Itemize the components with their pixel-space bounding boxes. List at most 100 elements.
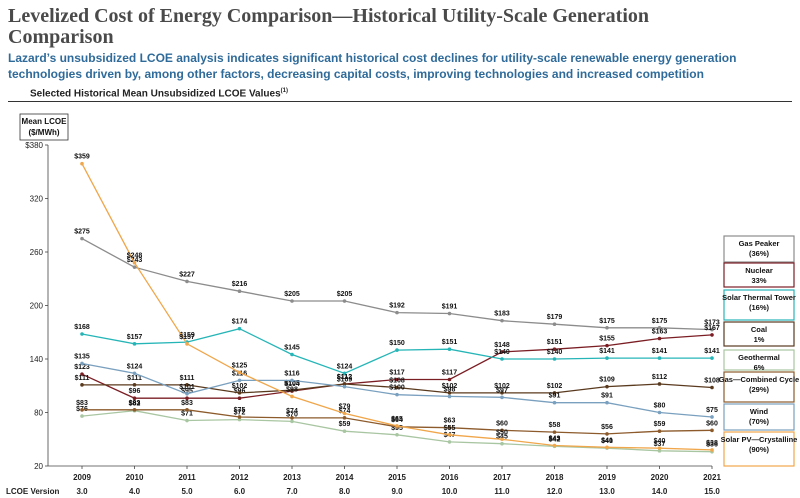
- data-label: $70: [286, 411, 298, 418]
- data-label: $109: [599, 377, 615, 384]
- data-label: $102: [494, 383, 510, 390]
- data-label: $82: [129, 401, 141, 408]
- data-point: [342, 416, 347, 420]
- data-point: [500, 350, 504, 354]
- data-label: $157: [127, 334, 143, 341]
- x-tick-label: 2010: [126, 473, 144, 482]
- data-point: [342, 384, 347, 389]
- data-label: $71: [181, 411, 193, 418]
- y-axis-label-line1: Mean LCOE: [22, 117, 68, 126]
- data-point: [500, 437, 504, 442]
- data-point: [500, 395, 504, 400]
- y-tick-label: 20: [34, 462, 43, 471]
- data-label: $111: [75, 375, 90, 382]
- data-point: [605, 445, 609, 450]
- data-label: $155: [599, 336, 615, 343]
- x-tick-label: 2020: [651, 473, 669, 482]
- x-tick-label: 2017: [493, 473, 511, 482]
- data-label: $116: [284, 370, 299, 377]
- data-label: $96: [129, 388, 141, 395]
- section-divider: [8, 101, 792, 102]
- legend-share: (29%): [749, 385, 770, 394]
- data-label: $111: [127, 375, 142, 382]
- data-label: $60: [496, 420, 508, 427]
- section-footnote: (1): [280, 88, 288, 94]
- data-point: [447, 391, 452, 395]
- data-point: [552, 430, 557, 434]
- data-point: [237, 326, 242, 331]
- legend-name: Solar PV—Crystalline: [721, 435, 798, 444]
- data-label: $112: [652, 374, 667, 381]
- data-point: [395, 392, 399, 397]
- data-point: [237, 370, 242, 375]
- data-point: [185, 279, 189, 284]
- data-label: $74: [286, 408, 298, 415]
- legend-share: 33%: [751, 276, 766, 285]
- data-point: [710, 415, 714, 419]
- legend-name: Wind: [750, 407, 769, 416]
- data-label: $56: [601, 424, 613, 431]
- data-point: [657, 382, 662, 386]
- data-point: [447, 311, 452, 316]
- data-point: [395, 310, 399, 315]
- x-tick-label: 2019: [598, 473, 616, 482]
- data-label: $141: [704, 348, 720, 355]
- data-label: $83: [181, 400, 193, 407]
- data-point: [605, 356, 609, 360]
- data-label: $100: [389, 385, 405, 392]
- legend-box: [723, 321, 795, 347]
- data-label: $205: [337, 291, 353, 298]
- x-tick-label: 2014: [336, 473, 354, 482]
- data-label: $75: [706, 407, 718, 414]
- data-point: [605, 432, 609, 436]
- data-label: $101: [179, 384, 195, 391]
- data-label: $243: [127, 257, 143, 264]
- data-point: [185, 418, 189, 423]
- version-label: 14.0: [652, 487, 668, 496]
- data-point: [395, 424, 399, 428]
- data-point: [185, 391, 189, 396]
- data-point: [290, 394, 294, 399]
- data-point: [552, 322, 557, 327]
- data-label: $192: [389, 303, 405, 310]
- data-point: [552, 357, 557, 361]
- data-point: [342, 429, 347, 434]
- data-point: [500, 357, 504, 361]
- data-label: $108: [704, 378, 720, 385]
- data-label: $43: [549, 435, 561, 442]
- legend-box: [723, 235, 795, 263]
- y-tick-label: 260: [30, 248, 44, 257]
- data-label: $151: [442, 339, 458, 346]
- data-point: [132, 265, 137, 269]
- data-point: [80, 383, 84, 387]
- data-point: [80, 332, 84, 336]
- data-point: [290, 299, 294, 303]
- data-point: [447, 425, 452, 430]
- legend-share: (70%): [749, 417, 770, 426]
- data-point: [447, 432, 452, 437]
- data-point: [710, 428, 714, 433]
- data-label: $50: [496, 429, 508, 436]
- version-label: 11.0: [494, 487, 510, 496]
- data-point: [342, 371, 347, 376]
- legend-name: Nuclear: [745, 266, 773, 275]
- data-point: [500, 391, 504, 395]
- data-point: [605, 325, 609, 330]
- data-label: $111: [180, 375, 195, 382]
- data-label: $36: [706, 442, 718, 449]
- page-subtitle: Lazard’s unsubsidized LCOE analysis indi…: [8, 51, 737, 81]
- data-label: $63: [444, 418, 456, 425]
- x-tick-label: 2018: [546, 473, 564, 482]
- x-tick-label: 2013: [283, 473, 301, 482]
- data-label: $112: [337, 374, 352, 381]
- data-point: [290, 416, 294, 420]
- data-point: [342, 382, 347, 386]
- data-label: $109: [337, 377, 353, 384]
- data-point: [185, 383, 189, 387]
- data-label: $151: [547, 339, 563, 346]
- data-point: [237, 391, 242, 395]
- data-label: $125: [232, 362, 248, 369]
- data-point: [80, 372, 84, 376]
- data-point: [552, 443, 557, 448]
- version-label: 3.0: [76, 487, 88, 496]
